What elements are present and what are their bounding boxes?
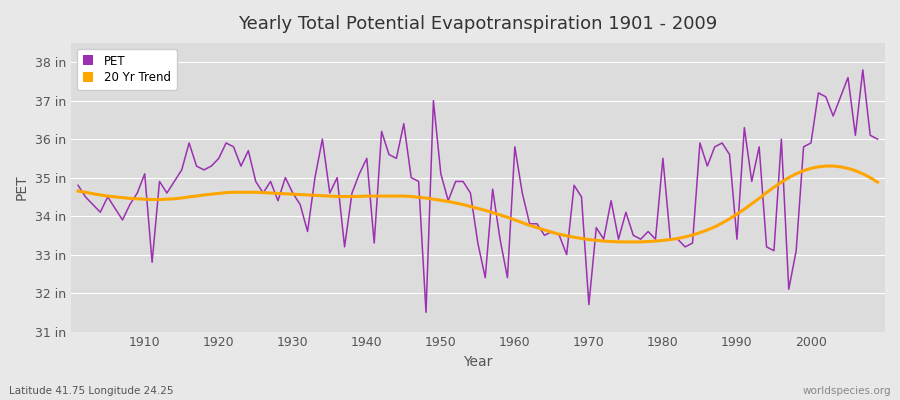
Y-axis label: PET: PET [15, 174, 29, 200]
Legend: PET, 20 Yr Trend: PET, 20 Yr Trend [76, 49, 176, 90]
Text: Latitude 41.75 Longitude 24.25: Latitude 41.75 Longitude 24.25 [9, 386, 174, 396]
X-axis label: Year: Year [464, 355, 492, 369]
Title: Yearly Total Potential Evapotranspiration 1901 - 2009: Yearly Total Potential Evapotranspiratio… [238, 15, 717, 33]
Text: worldspecies.org: worldspecies.org [803, 386, 891, 396]
